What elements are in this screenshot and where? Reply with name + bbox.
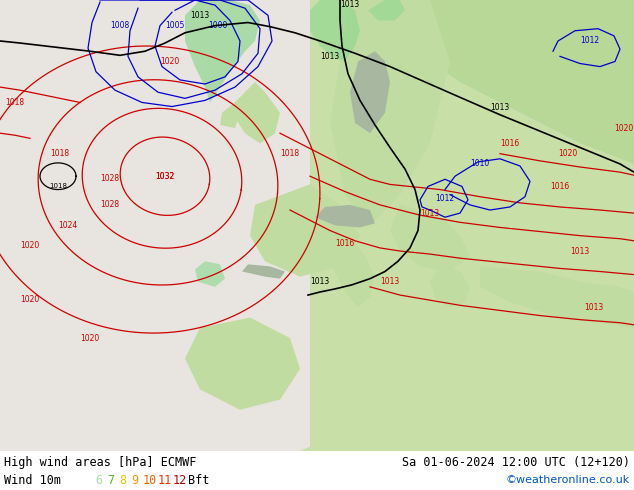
Text: 1005: 1005 bbox=[165, 21, 184, 30]
Polygon shape bbox=[368, 0, 405, 21]
Polygon shape bbox=[350, 51, 390, 133]
Polygon shape bbox=[430, 267, 470, 307]
Text: 1020: 1020 bbox=[559, 149, 578, 158]
Text: 1016: 1016 bbox=[550, 182, 569, 191]
Text: 1018: 1018 bbox=[51, 149, 70, 158]
Polygon shape bbox=[315, 205, 375, 227]
Text: 1018: 1018 bbox=[49, 183, 67, 190]
Polygon shape bbox=[330, 0, 450, 225]
Text: Sa 01-06-2024 12:00 UTC (12+120): Sa 01-06-2024 12:00 UTC (12+120) bbox=[402, 456, 630, 469]
Text: 7: 7 bbox=[107, 473, 114, 487]
Text: 10: 10 bbox=[143, 473, 157, 487]
Text: 1020: 1020 bbox=[20, 242, 39, 250]
Text: 11: 11 bbox=[158, 473, 172, 487]
Text: 1013: 1013 bbox=[320, 52, 340, 61]
Text: 1013: 1013 bbox=[380, 277, 399, 286]
Text: 1016: 1016 bbox=[335, 239, 354, 248]
Polygon shape bbox=[250, 184, 360, 277]
Text: 1024: 1024 bbox=[58, 221, 77, 230]
Text: 1013: 1013 bbox=[571, 246, 590, 255]
Text: 1013: 1013 bbox=[420, 209, 439, 218]
Text: 1010: 1010 bbox=[470, 159, 489, 169]
Text: 1032: 1032 bbox=[155, 172, 174, 181]
Text: 1028: 1028 bbox=[100, 174, 120, 183]
Polygon shape bbox=[195, 261, 225, 287]
Text: 1020: 1020 bbox=[614, 123, 633, 133]
Text: 6: 6 bbox=[95, 473, 102, 487]
Text: 1018: 1018 bbox=[280, 149, 299, 158]
Text: 1016: 1016 bbox=[500, 139, 520, 148]
Text: Bft: Bft bbox=[188, 473, 209, 487]
Polygon shape bbox=[480, 267, 634, 328]
Polygon shape bbox=[325, 225, 375, 307]
Polygon shape bbox=[180, 420, 634, 451]
Text: 1020: 1020 bbox=[81, 334, 100, 343]
Text: 1013: 1013 bbox=[340, 0, 359, 9]
Polygon shape bbox=[220, 102, 240, 128]
Text: 1013: 1013 bbox=[490, 103, 510, 112]
Polygon shape bbox=[310, 0, 634, 451]
Polygon shape bbox=[390, 205, 470, 271]
Text: ©weatheronline.co.uk: ©weatheronline.co.uk bbox=[506, 475, 630, 485]
Text: 1020: 1020 bbox=[160, 57, 179, 66]
Polygon shape bbox=[400, 0, 634, 164]
Text: 1013: 1013 bbox=[585, 303, 604, 312]
Text: 1012: 1012 bbox=[436, 194, 455, 203]
Text: 1012: 1012 bbox=[581, 36, 600, 46]
Text: 8: 8 bbox=[119, 473, 126, 487]
Polygon shape bbox=[185, 0, 260, 102]
Text: 12: 12 bbox=[173, 473, 187, 487]
Text: 1013: 1013 bbox=[190, 11, 210, 20]
Text: 9: 9 bbox=[131, 473, 138, 487]
Text: 1018: 1018 bbox=[6, 98, 25, 107]
Text: 1020: 1020 bbox=[20, 294, 39, 304]
Text: 1008: 1008 bbox=[110, 21, 129, 30]
Text: 1028: 1028 bbox=[100, 200, 120, 209]
Polygon shape bbox=[235, 82, 280, 144]
Polygon shape bbox=[242, 264, 285, 279]
Text: High wind areas [hPa] ECMWF: High wind areas [hPa] ECMWF bbox=[4, 456, 197, 469]
Polygon shape bbox=[310, 0, 360, 61]
Text: 1000: 1000 bbox=[209, 21, 228, 30]
Text: 1013: 1013 bbox=[311, 277, 330, 286]
Polygon shape bbox=[185, 318, 300, 410]
Text: Wind 10m: Wind 10m bbox=[4, 473, 61, 487]
Text: 1032: 1032 bbox=[155, 172, 174, 181]
